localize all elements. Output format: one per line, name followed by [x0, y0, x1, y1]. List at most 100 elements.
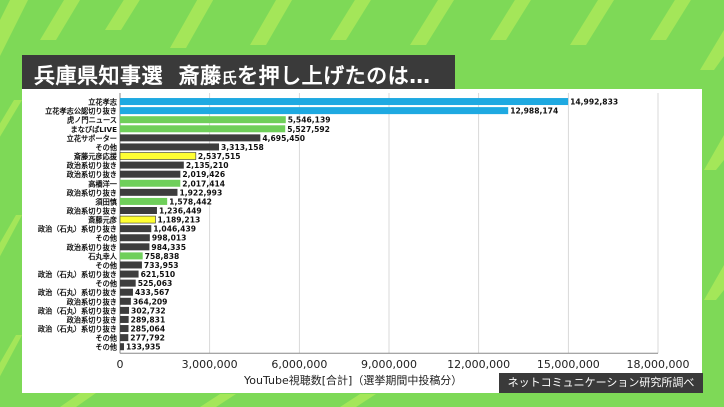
bar	[120, 297, 131, 305]
category-label: 斎藤元彦応援	[74, 152, 118, 161]
category-label: 政治系切り抜き	[67, 161, 117, 170]
category-label: 立花孝志	[88, 98, 117, 107]
value-label: 433,567	[135, 288, 170, 297]
category-label: その他	[95, 279, 117, 288]
category-label: 政治（石丸）系切り抜き	[38, 325, 117, 334]
x-tick-label: 6,000,000	[271, 358, 327, 371]
category-label: 立花孝志公認切り抜き	[45, 107, 117, 116]
title-part-name: 斎藤	[178, 64, 222, 88]
bar	[120, 234, 150, 242]
bar	[120, 116, 286, 124]
category-label: 政治系切り抜き	[67, 297, 117, 306]
value-label: 2,017,414	[182, 179, 225, 188]
bar	[119, 152, 197, 160]
value-label: 758,838	[145, 252, 180, 261]
chart-panel: 0 3,000,000 6,000,000 9,000,000 12,000,000 15…	[22, 89, 702, 393]
bar-chart: 0 3,000,000 6,000,000 9,000,000 12,000,000 15…	[38, 93, 690, 387]
bar	[120, 243, 150, 251]
source-credit: ネットコミュニケーション研究所調べ	[499, 373, 703, 393]
value-label: 1,236,449	[159, 207, 202, 216]
bar	[120, 179, 181, 187]
category-label: 政治系切り抜き	[67, 170, 117, 179]
x-tick-label: 15,000,000	[537, 358, 600, 371]
x-tick-label: 18,000,000	[627, 358, 690, 371]
category-label: 政治（石丸）系切り抜き	[38, 288, 117, 297]
bar	[120, 261, 142, 269]
value-label: 285,064	[131, 325, 166, 334]
value-label: 1,578,442	[169, 197, 212, 206]
value-label: 1,189,213	[158, 216, 201, 225]
category-label: 政治（石丸）系切り抜き	[38, 306, 117, 315]
value-label: 289,831	[131, 315, 166, 324]
x-axis-title: YouTube視聴数[合計]（選挙期間中投稿分）	[243, 373, 462, 387]
category-label: 立花サポーター	[67, 134, 117, 143]
value-label: 733,953	[144, 261, 179, 270]
category-label: その他	[95, 334, 117, 343]
bar	[120, 279, 136, 287]
value-label: 525,063	[138, 279, 173, 288]
bar	[120, 252, 143, 260]
value-label: 1,046,439	[153, 225, 196, 234]
bar	[120, 288, 133, 296]
value-label: 998,013	[152, 234, 187, 243]
value-label: 621,510	[141, 270, 176, 279]
x-tick-label: 12,000,000	[447, 358, 510, 371]
bar	[120, 306, 130, 314]
category-label: 斎藤元彦	[88, 216, 117, 225]
value-label: 302,732	[131, 306, 166, 315]
category-label: その他	[95, 234, 117, 243]
title-part-honorific: 氏	[221, 69, 238, 87]
bar	[120, 225, 152, 233]
value-label: 364,209	[133, 297, 168, 306]
value-label: 133,935	[126, 343, 161, 352]
bar	[120, 325, 129, 333]
value-label: 14,992,833	[570, 98, 618, 107]
bar	[120, 207, 157, 214]
bar	[120, 270, 139, 278]
category-label: 高橋洋一	[88, 179, 118, 188]
category-label: 政治（石丸）系切り抜き	[38, 225, 117, 234]
category-label: 政治系切り抜き	[67, 188, 117, 197]
bar	[120, 197, 168, 205]
bar	[119, 215, 156, 224]
category-label: その他	[95, 143, 117, 152]
value-label: 277,792	[130, 334, 165, 343]
bar	[120, 134, 261, 142]
value-label: 4,695,450	[262, 134, 305, 143]
value-label: 3,313,158	[221, 143, 264, 152]
category-label: 須田慎	[95, 197, 117, 206]
value-label: 5,546,139	[288, 116, 331, 125]
category-label: 政治系切り抜き	[67, 207, 117, 216]
x-tick-label: 9,000,000	[361, 358, 417, 371]
bar	[120, 125, 286, 133]
value-label: 5,527,592	[287, 125, 330, 134]
value-label: 2,135,210	[186, 161, 229, 170]
value-label: 12,988,174	[510, 107, 558, 116]
value-label: 984,335	[151, 243, 186, 252]
x-tick-label: 0	[117, 358, 124, 371]
category-label: 政治（石丸）系切り抜き	[38, 270, 117, 279]
bar	[120, 188, 178, 196]
bar	[120, 343, 125, 351]
bar	[120, 334, 129, 342]
x-tick-label: 3,000,000	[182, 358, 238, 371]
bar	[120, 161, 184, 169]
category-label: まなびばLIVE	[71, 125, 118, 134]
bar	[120, 98, 569, 106]
category-label: 石丸幸人	[87, 252, 118, 261]
category-label: その他	[95, 343, 117, 352]
bar	[120, 315, 129, 323]
title-part-phrase: を押し上げたのは…	[237, 64, 431, 88]
category-label: 政治系切り抜き	[67, 243, 117, 252]
value-label: 2,537,515	[198, 152, 241, 161]
category-label: 虎ノ門ニュース	[67, 116, 117, 125]
value-label: 1,922,993	[179, 188, 222, 197]
category-label: 政治系切り抜き	[67, 315, 117, 324]
category-label: その他	[95, 261, 117, 270]
title-part-election: 兵庫県知事選	[34, 64, 163, 88]
value-label: 2,019,426	[182, 170, 225, 179]
bar	[120, 107, 509, 115]
bar	[120, 143, 220, 151]
bar	[120, 170, 181, 178]
